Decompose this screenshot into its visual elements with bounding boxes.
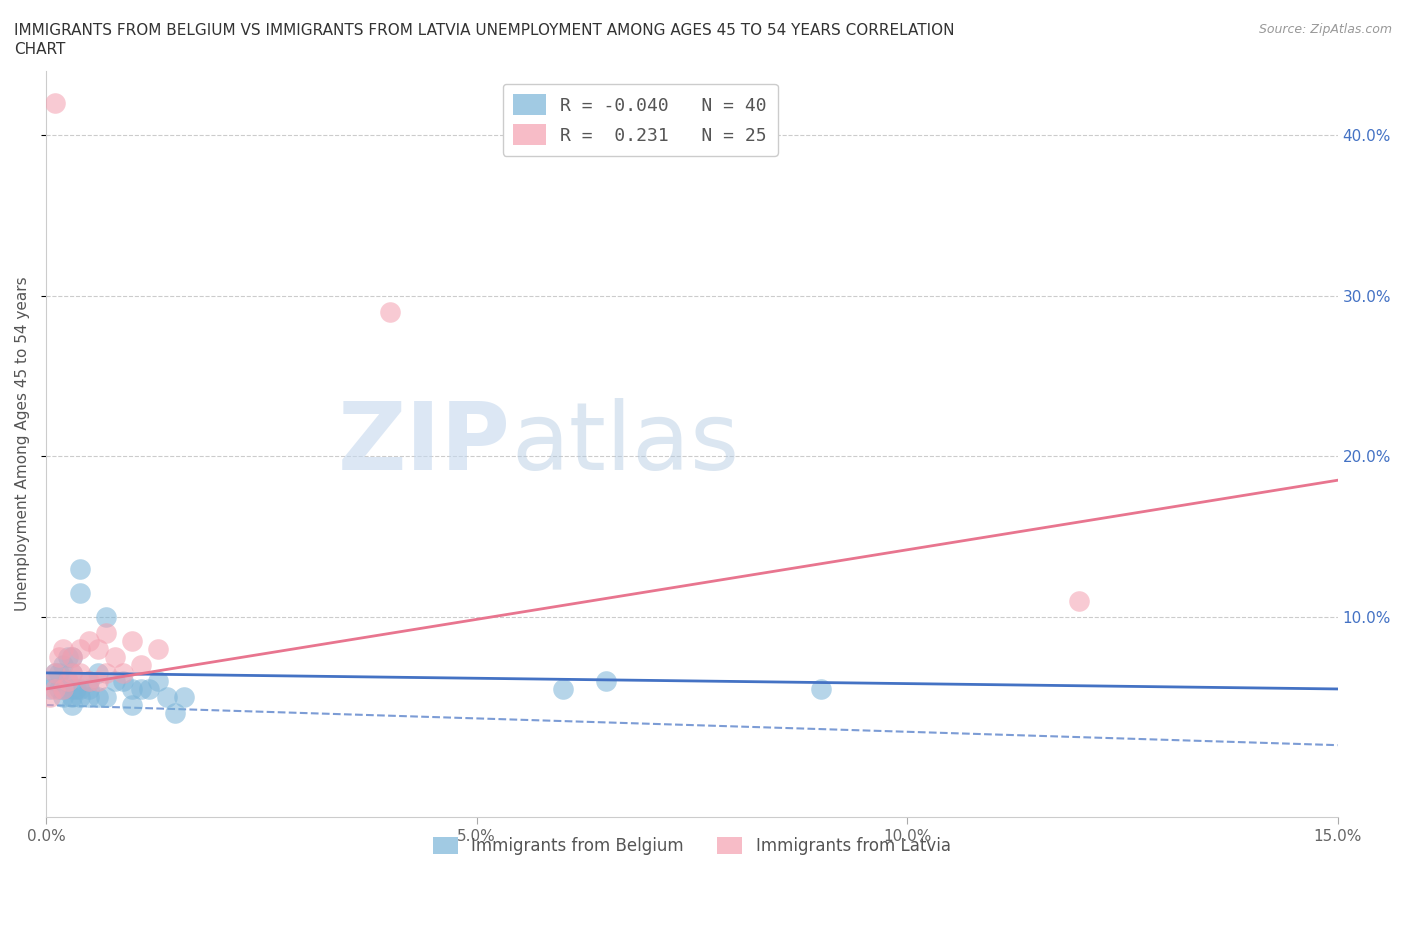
- Point: [69, 642, 91, 657]
- Point: [77, 673, 100, 688]
- Point: [69, 666, 91, 681]
- Point: [380, 304, 402, 319]
- Text: ZIP: ZIP: [337, 398, 510, 490]
- Text: CHART: CHART: [14, 42, 66, 57]
- Point: [121, 698, 143, 712]
- Point: [77, 633, 100, 648]
- Point: [60, 666, 83, 681]
- Point: [52, 682, 75, 697]
- Point: [52, 689, 75, 704]
- Point: [69, 682, 91, 697]
- Point: [104, 673, 127, 688]
- Point: [121, 682, 143, 697]
- Point: [77, 682, 100, 697]
- Point: [52, 682, 75, 697]
- Point: [146, 673, 169, 688]
- Point: [96, 625, 118, 640]
- Point: [86, 689, 108, 704]
- Point: [60, 649, 83, 664]
- Point: [60, 649, 83, 664]
- Text: IMMIGRANTS FROM BELGIUM VS IMMIGRANTS FROM LATVIA UNEMPLOYMENT AMONG AGES 45 TO : IMMIGRANTS FROM BELGIUM VS IMMIGRANTS FR…: [14, 23, 955, 38]
- Point: [60, 689, 83, 704]
- Point: [138, 682, 160, 697]
- Y-axis label: Unemployment Among Ages 45 to 54 years: Unemployment Among Ages 45 to 54 years: [15, 277, 30, 611]
- Point: [65, 682, 87, 697]
- Point: [56, 673, 79, 688]
- Point: [39, 689, 62, 704]
- Point: [48, 649, 70, 664]
- Point: [44, 666, 66, 681]
- Point: [44, 96, 66, 111]
- Point: [86, 666, 108, 681]
- Text: Source: ZipAtlas.com: Source: ZipAtlas.com: [1258, 23, 1392, 36]
- Point: [48, 682, 70, 697]
- Point: [155, 689, 177, 704]
- Point: [52, 642, 75, 657]
- Point: [39, 682, 62, 697]
- Legend: Immigrants from Belgium, Immigrants from Latvia: Immigrants from Belgium, Immigrants from…: [426, 830, 957, 861]
- Point: [86, 642, 108, 657]
- Point: [52, 658, 75, 672]
- Point: [112, 673, 135, 688]
- Point: [146, 642, 169, 657]
- Point: [810, 682, 832, 697]
- Text: atlas: atlas: [510, 398, 740, 490]
- Point: [104, 649, 127, 664]
- Point: [44, 666, 66, 681]
- Point: [56, 649, 79, 664]
- Point: [56, 673, 79, 688]
- Point: [77, 689, 100, 704]
- Point: [121, 633, 143, 648]
- Point: [69, 561, 91, 576]
- Point: [69, 585, 91, 600]
- Point: [165, 706, 187, 721]
- Point: [595, 673, 617, 688]
- Point: [69, 689, 91, 704]
- Point: [60, 698, 83, 712]
- Point: [77, 673, 100, 688]
- Point: [129, 658, 152, 672]
- Point: [112, 666, 135, 681]
- Point: [48, 666, 70, 681]
- Point: [96, 689, 118, 704]
- Point: [60, 682, 83, 697]
- Point: [173, 689, 195, 704]
- Point: [1069, 593, 1091, 608]
- Point: [60, 666, 83, 681]
- Point: [44, 673, 66, 688]
- Point: [44, 682, 66, 697]
- Point: [86, 673, 108, 688]
- Point: [551, 682, 574, 697]
- Point: [129, 682, 152, 697]
- Point: [96, 666, 118, 681]
- Point: [96, 609, 118, 624]
